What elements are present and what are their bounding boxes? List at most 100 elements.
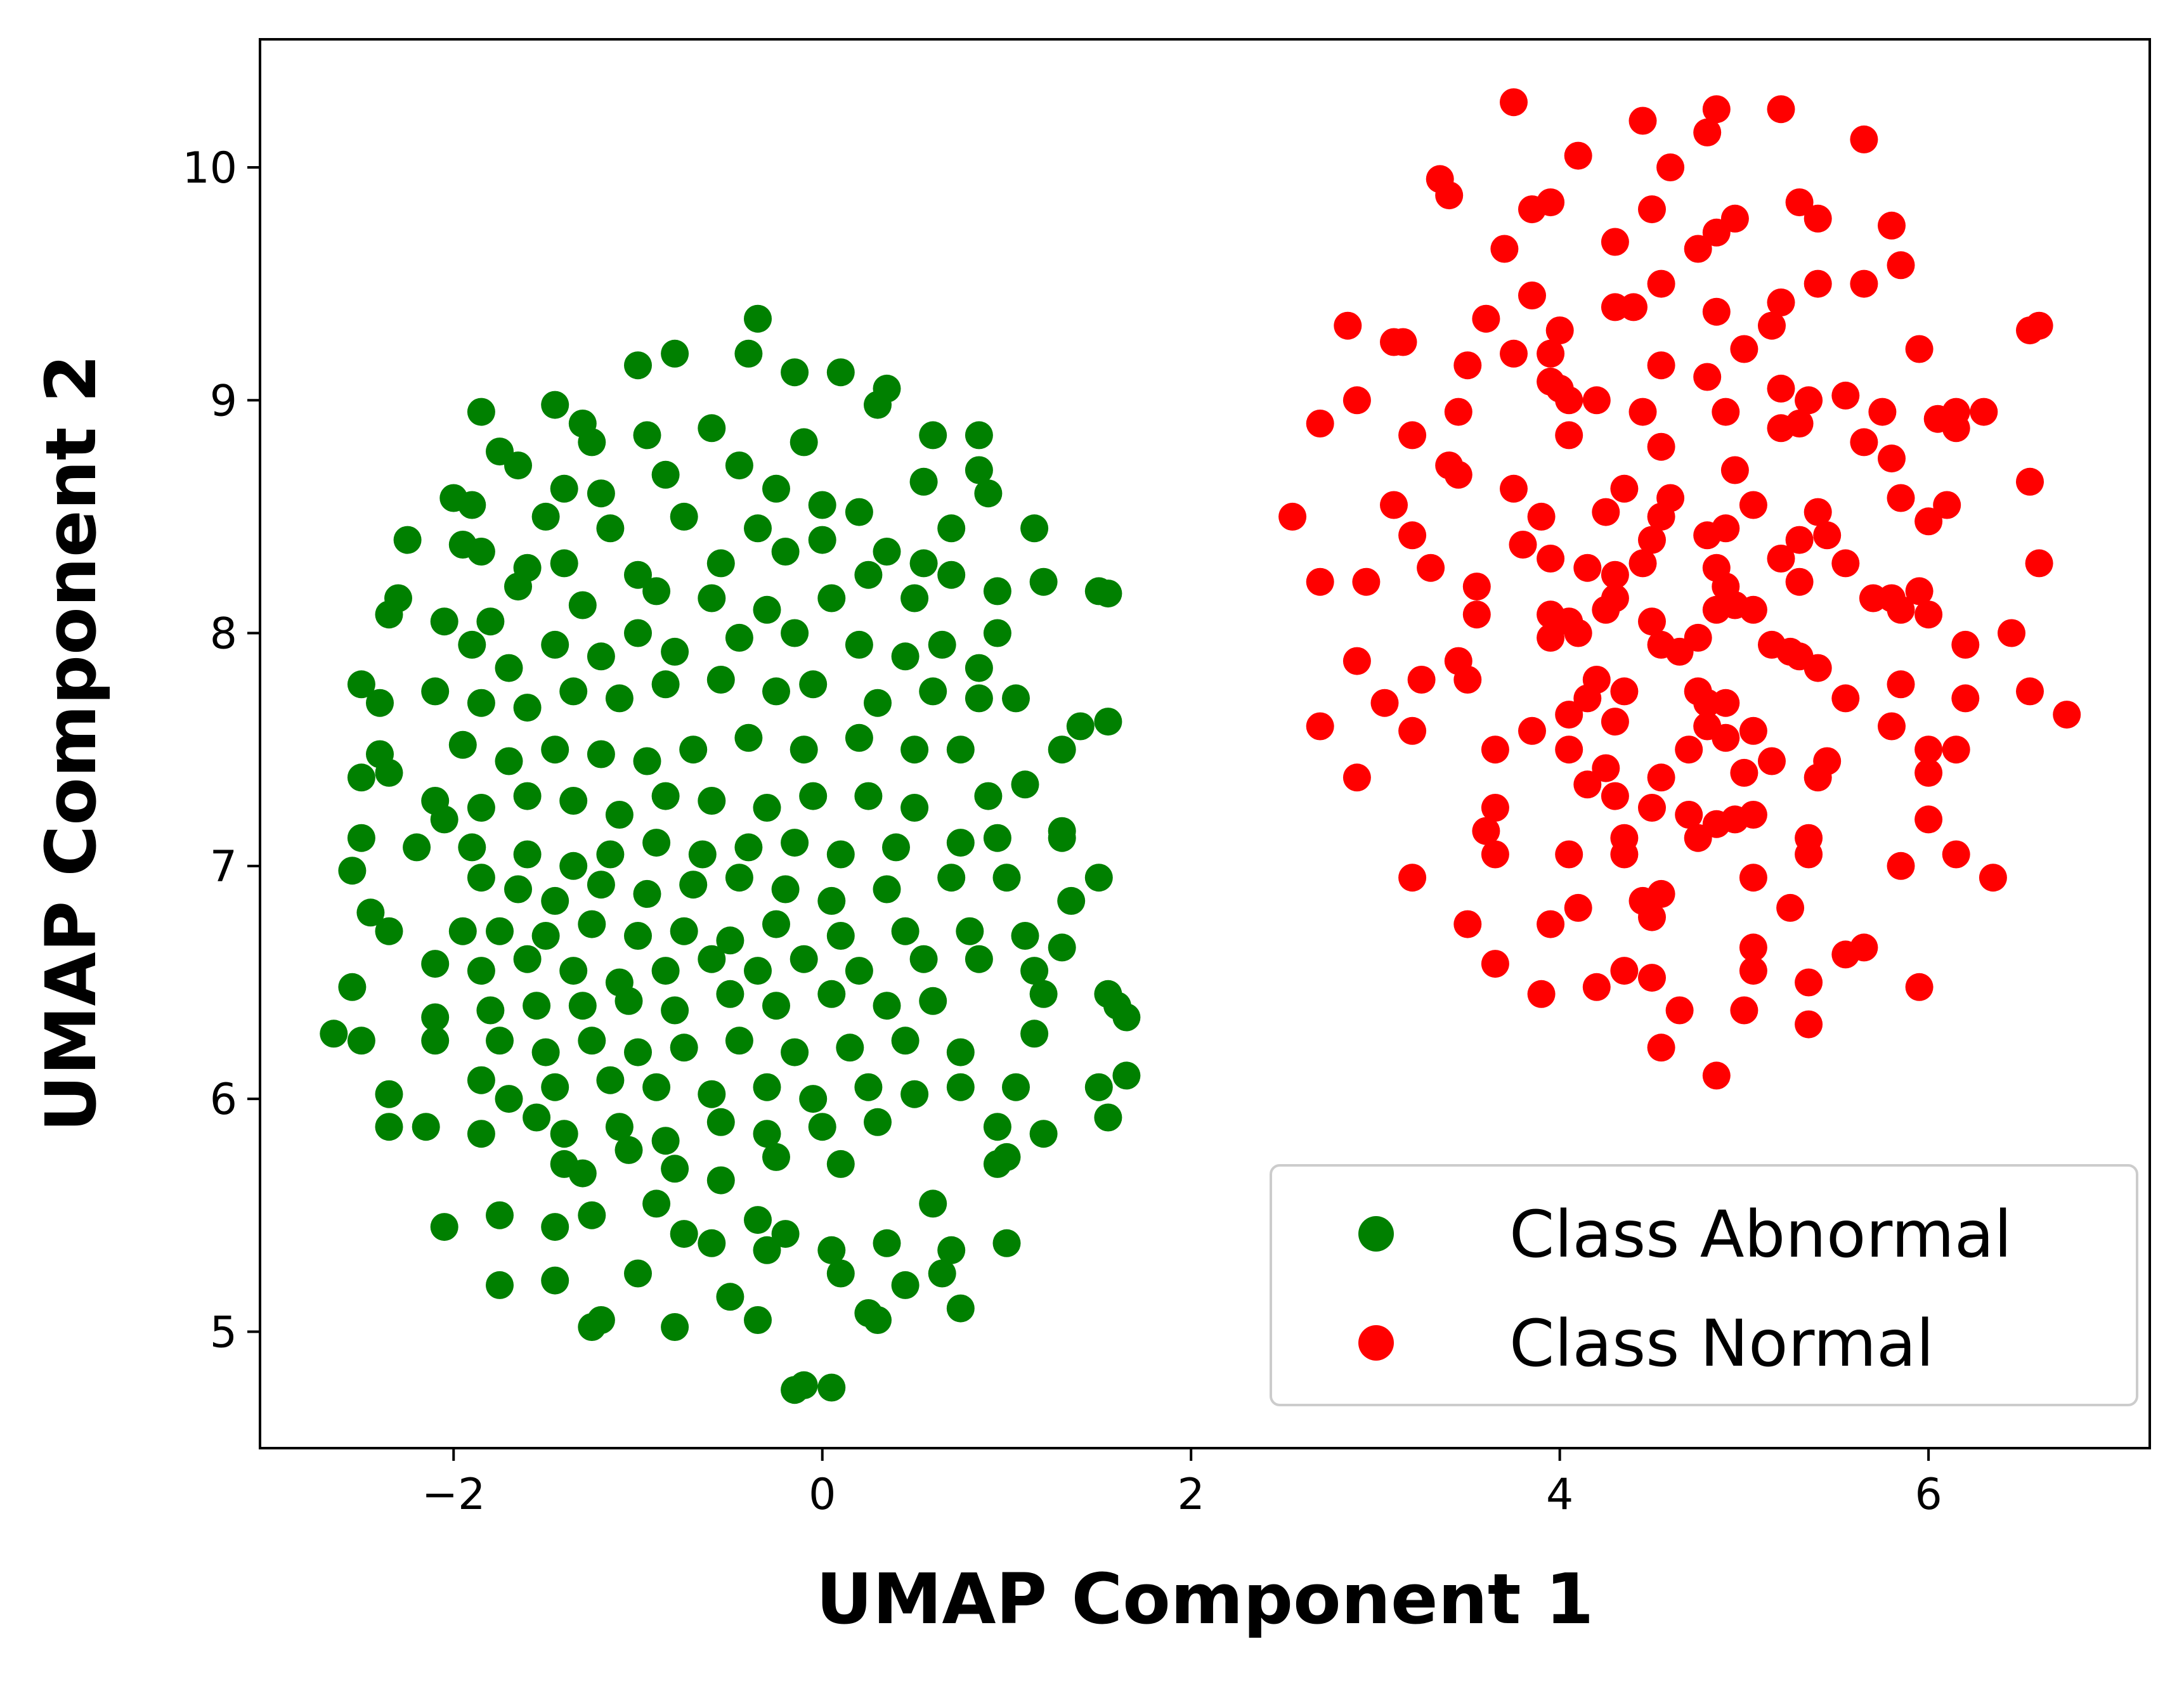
class-abnormal-point — [559, 957, 588, 985]
class-abnormal-point — [1112, 1061, 1141, 1090]
class-normal-point — [1601, 228, 1629, 256]
class-abnormal-point — [965, 421, 993, 450]
data-points — [320, 88, 2081, 1404]
class-abnormal-point — [891, 917, 920, 945]
class-abnormal-point — [421, 1027, 450, 1055]
class-normal-point — [1942, 840, 1970, 869]
class-abnormal-point — [845, 957, 873, 985]
class-normal-point — [1712, 689, 1740, 717]
class-normal-point — [1942, 414, 1970, 443]
class-abnormal-point — [486, 1201, 514, 1229]
class-abnormal-point — [375, 1113, 403, 1141]
class-normal-point — [1850, 269, 1878, 298]
class-normal-point — [1573, 684, 1602, 713]
class-normal-point — [1878, 444, 1906, 473]
class-normal-point — [1592, 595, 1620, 624]
class-abnormal-point — [467, 864, 495, 892]
legend-marker-abnormal — [1358, 1216, 1394, 1252]
class-abnormal-point — [523, 992, 551, 1020]
class-abnormal-point — [734, 339, 763, 368]
class-abnormal-point — [531, 1038, 560, 1066]
class-abnormal-point — [624, 560, 652, 589]
class-abnormal-point — [1048, 933, 1076, 962]
class-abnormal-point — [1094, 708, 1122, 736]
class-abnormal-point — [670, 917, 698, 945]
class-normal-point — [1702, 1061, 1731, 1090]
class-normal-point — [1527, 980, 1556, 1008]
class-normal-point — [1795, 840, 1823, 869]
class-abnormal-point — [421, 1003, 450, 1032]
class-normal-point — [1933, 491, 1961, 519]
class-abnormal-point — [753, 1120, 781, 1148]
class-normal-point — [1610, 957, 1639, 985]
class-abnormal-point — [550, 549, 578, 578]
class-normal-point — [1398, 864, 1427, 892]
class-abnormal-point — [781, 1038, 809, 1066]
class-abnormal-point — [642, 1073, 671, 1101]
class-abnormal-point — [744, 957, 772, 985]
class-abnormal-point — [651, 1127, 680, 1155]
class-normal-point — [1712, 398, 1740, 426]
class-abnormal-point — [624, 922, 652, 950]
class-normal-point — [1767, 374, 1795, 403]
class-abnormal-point — [624, 1259, 652, 1288]
class-normal-point — [1767, 288, 1795, 316]
class-abnormal-point — [587, 1306, 615, 1334]
class-abnormal-point — [826, 358, 855, 387]
class-normal-point — [1620, 293, 1648, 321]
class-normal-point — [1555, 735, 1583, 764]
class-abnormal-point — [633, 421, 661, 450]
class-abnormal-point — [467, 794, 495, 822]
class-abnormal-point — [698, 945, 726, 973]
class-normal-point — [1693, 363, 1722, 391]
class-normal-point — [1675, 735, 1703, 764]
x-tick-label: 6 — [1914, 1470, 1942, 1520]
class-abnormal-point — [651, 782, 680, 810]
class-abnormal-point — [864, 689, 892, 717]
class-normal-point — [1850, 933, 1878, 962]
class-normal-point — [1887, 251, 1915, 280]
class-normal-point — [1684, 623, 1712, 652]
class-abnormal-point — [1011, 922, 1039, 950]
class-abnormal-point — [891, 642, 920, 671]
class-normal-point — [1342, 763, 1371, 792]
class-normal-point — [1435, 181, 1464, 210]
class-abnormal-point — [826, 840, 855, 869]
class-normal-point — [1739, 933, 1767, 962]
class-abnormal-point — [1002, 684, 1030, 713]
class-normal-point — [1610, 474, 1639, 503]
class-abnormal-point — [864, 391, 892, 419]
class-normal-point — [1628, 398, 1657, 426]
class-abnormal-point — [1066, 712, 1095, 741]
class-abnormal-point — [725, 864, 753, 892]
class-abnormal-point — [965, 945, 993, 973]
y-tick-label: 9 — [210, 376, 237, 426]
class-normal-point — [1481, 840, 1509, 869]
class-abnormal-point — [919, 421, 947, 450]
class-normal-point — [1951, 684, 1980, 713]
class-normal-point — [1804, 204, 1832, 233]
class-normal-point — [1278, 502, 1307, 531]
class-normal-point — [1555, 701, 1583, 729]
class-normal-point — [1610, 677, 1639, 706]
class-normal-point — [1887, 670, 1915, 699]
class-abnormal-point — [366, 689, 394, 717]
class-abnormal-point — [495, 747, 523, 775]
class-normal-point — [1352, 567, 1381, 596]
class-abnormal-point — [375, 600, 403, 629]
class-abnormal-point — [320, 1020, 348, 1048]
class-abnormal-point — [716, 980, 744, 1008]
class-normal-point — [1537, 623, 1565, 652]
class-normal-point — [1785, 526, 1814, 554]
class-abnormal-point — [338, 973, 367, 1001]
class-abnormal-point — [706, 666, 735, 694]
class-abnormal-point — [762, 910, 790, 938]
class-normal-point — [1342, 386, 1371, 415]
class-normal-point — [1785, 410, 1814, 437]
x-axis-title: UMAP Component 1 — [816, 1558, 1594, 1640]
class-abnormal-point — [808, 526, 836, 554]
class-abnormal-point — [476, 996, 505, 1025]
class-normal-point — [1979, 864, 2007, 892]
class-abnormal-point — [854, 782, 883, 810]
class-normal-point — [1582, 973, 1611, 1001]
